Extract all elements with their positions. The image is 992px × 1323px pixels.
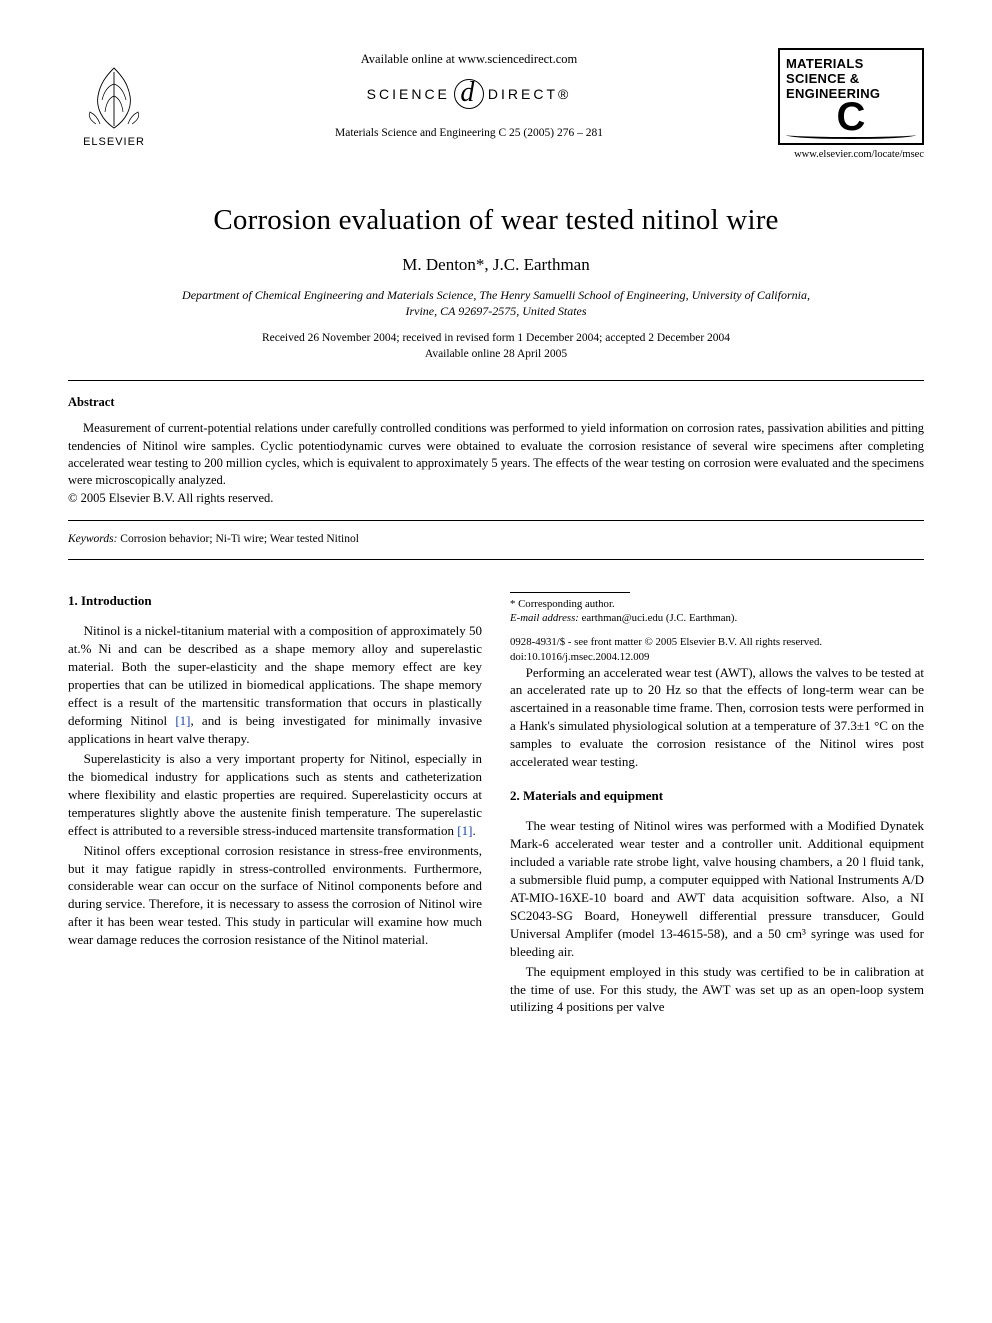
left-column-footer: * Corresponding author. E-mail address: … [510, 592, 924, 663]
abstract-text: Measurement of current-potential relatio… [68, 420, 924, 489]
section-heading-intro: 1. Introduction [68, 592, 482, 610]
intro-para-2: Superelasticity is also a very important… [68, 750, 482, 840]
section-heading-materials: 2. Materials and equipment [510, 787, 924, 805]
intro-para-1: Nitinol is a nickel-titanium material wi… [68, 622, 482, 748]
journal-logo-letter: C [786, 99, 916, 135]
header-center: Available online at www.sciencedirect.co… [160, 48, 778, 139]
sd-left: SCIENCE [367, 86, 450, 102]
keywords-line: Keywords: Corrosion behavior; Ni-Ti wire… [68, 533, 924, 545]
footnote-rule [510, 592, 630, 593]
materials-para-2: The equipment employed in this study was… [510, 963, 924, 1017]
intro-para-4: Performing an accelerated wear test (AWT… [510, 664, 924, 772]
elsevier-label: ELSEVIER [83, 136, 145, 148]
abstract-copyright: © 2005 Elsevier B.V. All rights reserved… [68, 491, 924, 506]
body-columns: 1. Introduction Nitinol is a nickel-tita… [68, 592, 924, 1016]
footnote-email-label: E-mail address: [510, 612, 579, 624]
intro-p2b: . [472, 823, 475, 838]
dates-line2: Available online 28 April 2005 [425, 348, 567, 360]
keywords-rule [68, 559, 924, 560]
sd-d-icon: d [454, 79, 484, 109]
page-header: ELSEVIER Available online at www.science… [68, 48, 924, 160]
footnote-email: earthman@uci.edu (J.C. Earthman). [579, 612, 737, 624]
journal-logo-line1: MATERIALS [786, 56, 916, 71]
intro-para-3: Nitinol offers exceptional corrosion res… [68, 842, 482, 950]
affiliation-line2: Irvine, CA 92697-2575, United States [405, 304, 586, 318]
journal-logo-line2: SCIENCE & [786, 71, 916, 86]
article-title: Corrosion evaluation of wear tested niti… [68, 204, 924, 237]
keywords-text: Corrosion behavior; Ni-Ti wire; Wear tes… [117, 533, 359, 545]
ref-link-2[interactable]: [1] [457, 823, 472, 838]
article-dates: Received 26 November 2004; received in r… [68, 331, 924, 362]
elsevier-logo: ELSEVIER [68, 48, 160, 148]
article-authors: M. Denton*, J.C. Earthman [68, 255, 924, 275]
journal-logo-box: MATERIALS SCIENCE & ENGINEERING C www.el… [778, 48, 924, 160]
dates-line1: Received 26 November 2004; received in r… [262, 332, 730, 344]
sd-right: DIRECT® [488, 86, 571, 102]
footnote-corresponding: * Corresponding author. E-mail address: … [510, 597, 924, 625]
elsevier-tree-icon [76, 62, 152, 134]
ref-link-1[interactable]: [1] [175, 713, 190, 728]
intro-p2a: Superelasticity is also a very important… [68, 751, 482, 838]
locate-url: www.elsevier.com/locate/msec [778, 149, 924, 160]
materials-para-1: The wear testing of Nitinol wires was pe… [510, 817, 924, 961]
footer-issn-line: 0928-4931/$ - see front matter © 2005 El… [510, 635, 924, 649]
abstract-heading: Abstract [68, 395, 924, 410]
sciencedirect-logo: SCIENCE d DIRECT® [160, 79, 778, 109]
journal-reference: Materials Science and Engineering C 25 (… [160, 127, 778, 139]
abstract-block: Abstract Measurement of current-potentia… [68, 380, 924, 521]
affiliation-line1: Department of Chemical Engineering and M… [182, 288, 810, 302]
footer-doi-line: doi:10.1016/j.msec.2004.12.009 [510, 650, 924, 664]
footnote-corr-text: * Corresponding author. [510, 598, 615, 610]
available-online-text: Available online at www.sciencedirect.co… [160, 52, 778, 67]
article-affiliation: Department of Chemical Engineering and M… [68, 287, 924, 319]
journal-logo: MATERIALS SCIENCE & ENGINEERING C [778, 48, 924, 145]
keywords-label: Keywords: [68, 533, 117, 545]
